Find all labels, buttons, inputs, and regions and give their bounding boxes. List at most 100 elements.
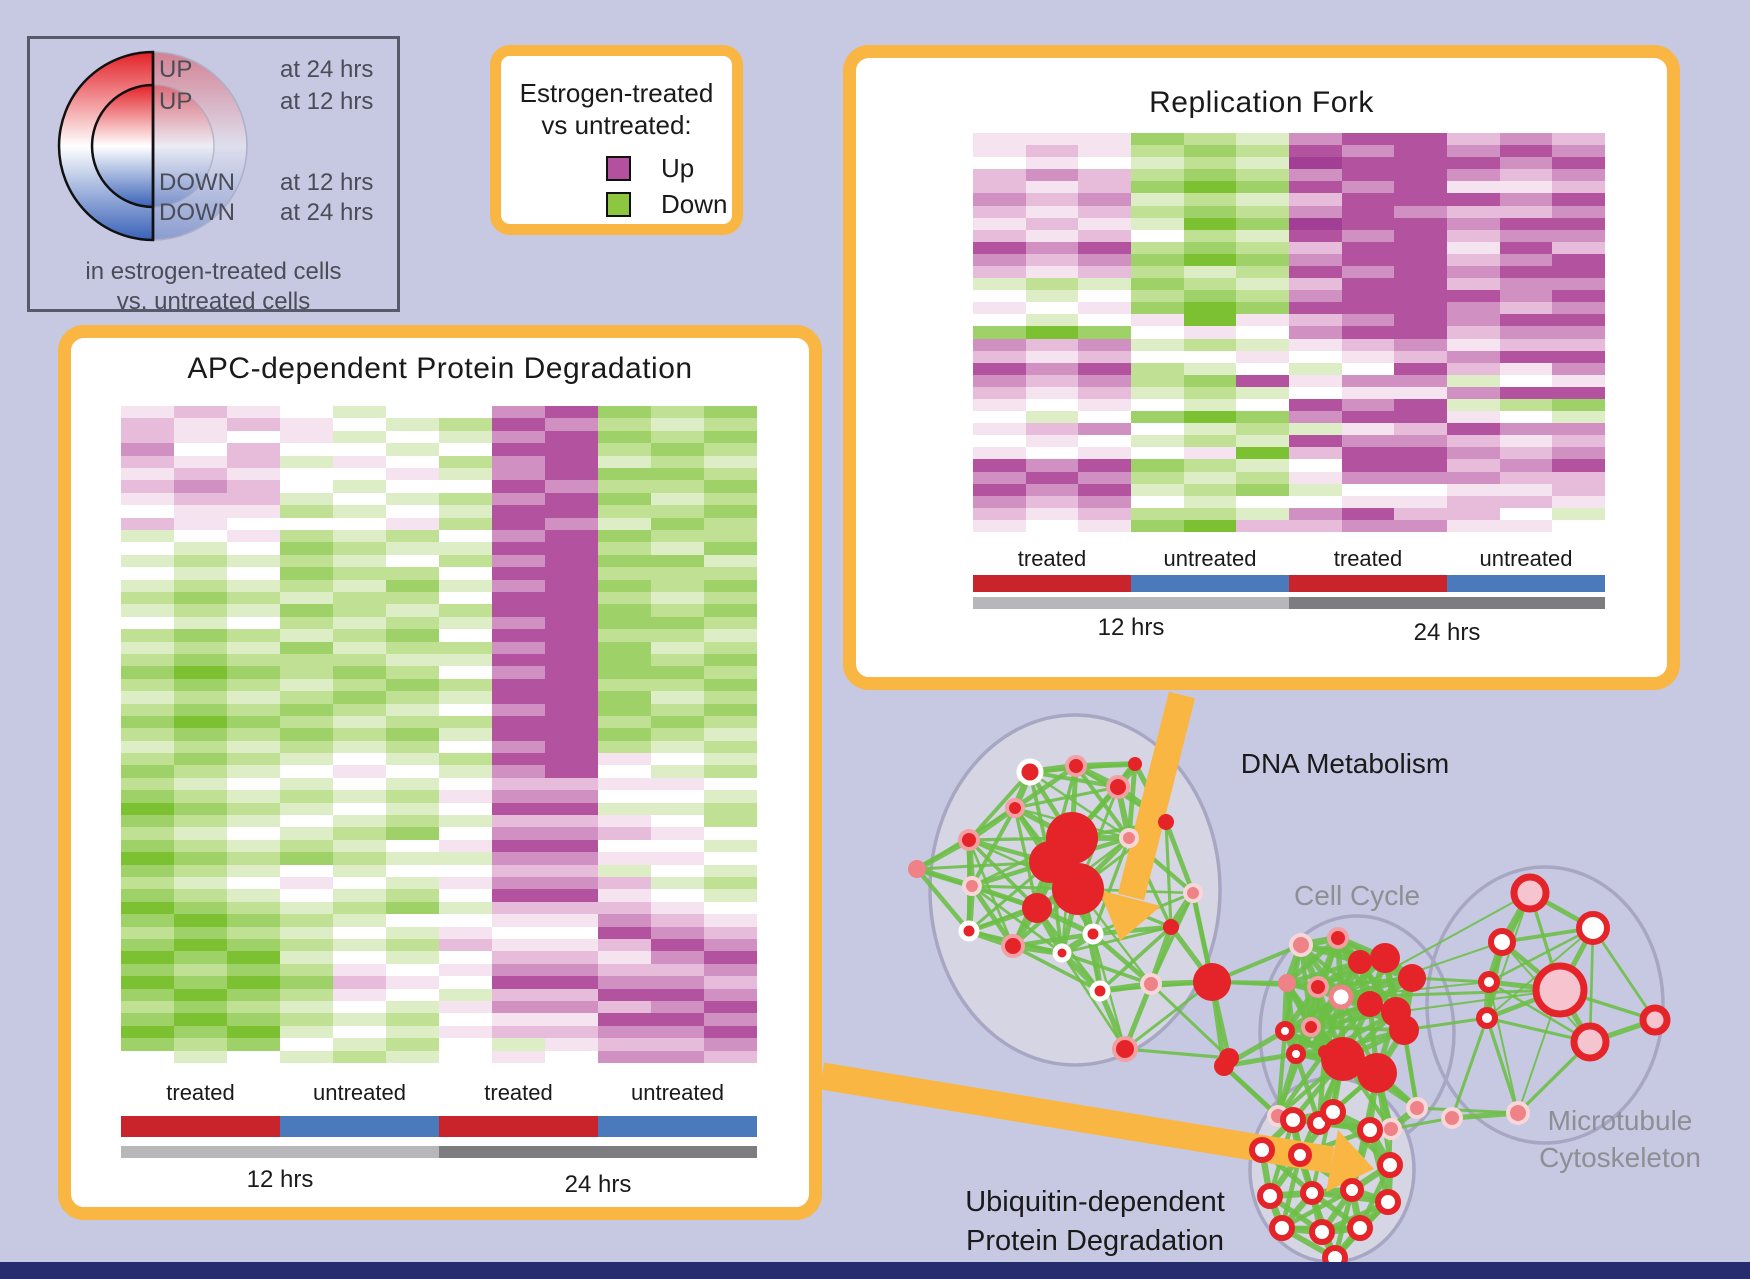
network-edge (1275, 1030, 1288, 1117)
rf-12hrs-label: 12 hrs (1097, 614, 1165, 641)
network-node (1001, 934, 1025, 958)
network-node (1278, 974, 1296, 992)
network-node (1214, 1056, 1234, 1076)
treatment-group-label: treated (166, 1080, 235, 1105)
network-edge (1340, 892, 1531, 998)
network-node (1348, 950, 1372, 974)
network-node (1327, 927, 1349, 949)
network-node (958, 829, 980, 851)
network-node (1016, 758, 1044, 786)
network-edge (1488, 981, 1519, 1114)
apc-heatmap (121, 406, 757, 1063)
down-swatch (606, 192, 631, 217)
network-edge (1061, 925, 1172, 955)
treatment-bar (1131, 575, 1289, 592)
network-edge (1029, 771, 1130, 839)
network-node (1370, 943, 1400, 973)
treatment-group-label: treated (484, 1080, 553, 1105)
color-legend-title-line1: Estrogen-treated (519, 78, 714, 108)
network-node (1307, 976, 1329, 998)
apc-24hrs-label: 24 hrs (564, 1171, 632, 1198)
cluster-label-microtubule-line2: Cytoskeleton (1539, 1142, 1701, 1173)
network-edge (1310, 1025, 1405, 1032)
network-node (1398, 964, 1426, 992)
network-node (1112, 1036, 1138, 1062)
network-node (1380, 1118, 1402, 1140)
time-bar (439, 1146, 757, 1158)
replication-fork-title: Replication Fork (1149, 86, 1374, 119)
network-edge (1591, 927, 1657, 1021)
treatment-bar (1289, 575, 1447, 592)
network-node (1532, 962, 1588, 1018)
network-edge (1012, 931, 1094, 949)
replication-fork-heatmap (973, 133, 1605, 532)
time-bar (121, 1146, 439, 1158)
rf-24hrs-label: 24 hrs (1413, 619, 1481, 646)
network-node (1639, 1004, 1671, 1036)
network-node (1128, 757, 1142, 771)
time-bar (973, 597, 1289, 609)
network-edge (1098, 925, 1173, 993)
network-node (1510, 873, 1550, 913)
apc-group-labels: treated untreated treated untreated (121, 1080, 757, 1106)
network-node (1193, 963, 1231, 1001)
key-caption-line2: vs. untreated cells (116, 288, 311, 315)
apc-time-bars (121, 1146, 757, 1158)
network-node (1328, 984, 1354, 1010)
treatment-group-label: untreated (313, 1080, 406, 1105)
cluster-label-ubiquitin-line1: Ubiquitin-dependent (965, 1186, 1225, 1218)
network-node (1257, 1183, 1283, 1209)
venn-inner-left-half (90, 83, 155, 209)
network-edge (1285, 936, 1340, 985)
color-legend-title-line2: vs untreated: (541, 110, 692, 140)
key-word-up-24: UP (159, 56, 193, 83)
key-time-12: at 12 hrs (280, 88, 374, 115)
apc-title: APC-dependent Protein Degradation (187, 352, 693, 385)
network-node (1183, 883, 1203, 903)
network-edge (916, 860, 1051, 871)
direction-key-box: UP at 24 hrs UP at 12 hrs DOWN at 12 hrs… (27, 36, 400, 315)
network-node (1441, 1107, 1463, 1129)
treatment-bar (598, 1116, 757, 1137)
footer-bar (0, 1262, 1750, 1279)
network-node (1288, 1143, 1312, 1167)
network-node (1052, 863, 1104, 915)
cluster-label-dna-metabolism: DNA Metabolism (1240, 748, 1450, 779)
treatment-bar (973, 575, 1131, 592)
color-legend-box: Estrogen-treated vs untreated: Up Down (490, 45, 743, 235)
treatment-bar (1447, 575, 1605, 592)
network-node (1476, 1007, 1498, 1029)
network-node (1347, 1215, 1373, 1241)
network-node (1300, 1181, 1324, 1205)
network-edge (1280, 1187, 1354, 1231)
treatment-group-label: untreated (1479, 546, 1573, 571)
down-swatch-label: Down (661, 189, 728, 219)
network-edge (1222, 1064, 1280, 1118)
apc-treatment-bars (121, 1116, 757, 1137)
network-node (1576, 911, 1610, 945)
network-node (1106, 775, 1130, 799)
network-node (1506, 1101, 1530, 1125)
network-node (1340, 1178, 1364, 1202)
network-node (1269, 1215, 1295, 1241)
flow-arrow-shaft (819, 1062, 1335, 1174)
network-edge (1486, 892, 1531, 1019)
network-node (1320, 1099, 1346, 1125)
network-node (1163, 919, 1179, 935)
key-word-down-24: DOWN (159, 199, 235, 226)
network-edge (1416, 1106, 1519, 1115)
network-edge (1061, 951, 1152, 986)
cluster-label-cell-cycle: Cell Cycle (1293, 880, 1421, 911)
direction-key-venn (57, 50, 248, 242)
treatment-bar (439, 1116, 598, 1137)
network-edge (1060, 952, 1127, 1050)
network-node (1249, 1137, 1275, 1163)
network-node (1119, 828, 1139, 848)
network-node (1377, 1152, 1403, 1178)
network-node (962, 876, 982, 896)
network-edge (1013, 807, 1039, 909)
key-time-24b: at 24 hrs (280, 199, 374, 226)
rf-group-labels: treated untreated treated untreated (973, 546, 1605, 572)
treatment-group-label: treated (1333, 546, 1403, 571)
